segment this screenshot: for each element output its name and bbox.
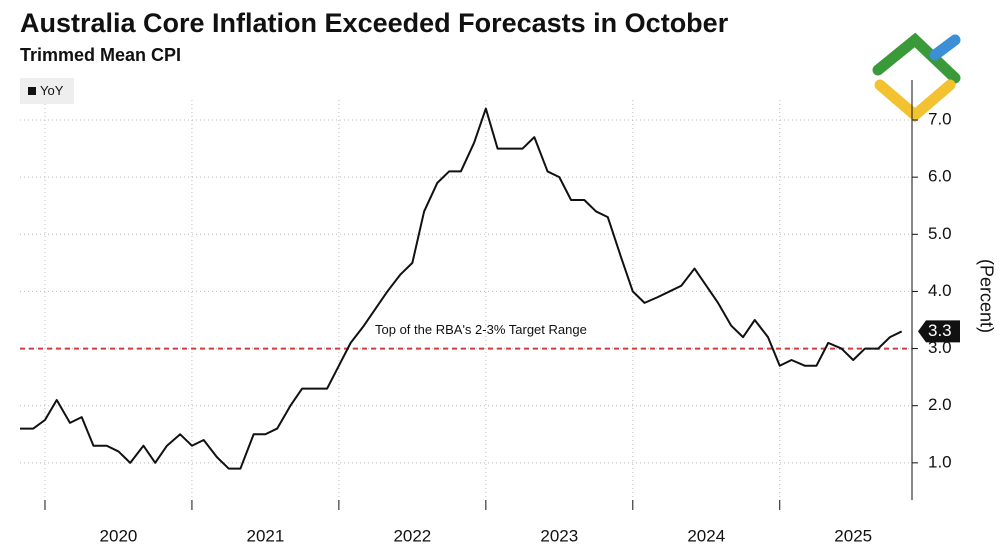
x-tick-label: 2024 xyxy=(687,526,725,545)
x-tick-label: 2023 xyxy=(540,526,578,545)
y-tick-label: 7.0 xyxy=(928,109,952,128)
y-axis-label: (Percent) xyxy=(976,259,996,333)
annotation: Top of the RBA's 2-3% Target Range xyxy=(375,322,587,337)
y-tick-label: 2.0 xyxy=(928,395,952,414)
legend: YoY xyxy=(20,78,74,104)
chart-title: Australia Core Inflation Exceeded Foreca… xyxy=(20,8,729,38)
line xyxy=(20,107,903,470)
y-tick-label: 5.0 xyxy=(928,224,952,243)
x-tick-label: 2025 xyxy=(834,526,872,545)
x-tick-label: 2020 xyxy=(100,526,138,545)
legend-label: YoY xyxy=(40,83,64,98)
y-tick-label: 1.0 xyxy=(928,452,952,471)
x-tick-label: 2022 xyxy=(393,526,431,545)
logo xyxy=(872,32,961,123)
x-tick-label: 2021 xyxy=(246,526,284,545)
y-tick-label: 6.0 xyxy=(928,167,952,186)
legend-swatch xyxy=(28,87,36,95)
chart-subtitle: Trimmed Mean CPI xyxy=(20,45,181,65)
last-value-label: 3.3 xyxy=(928,321,952,340)
y-tick-label: 3.0 xyxy=(928,338,952,357)
y-tick-label: 4.0 xyxy=(928,281,952,300)
last-value-box xyxy=(918,320,960,343)
